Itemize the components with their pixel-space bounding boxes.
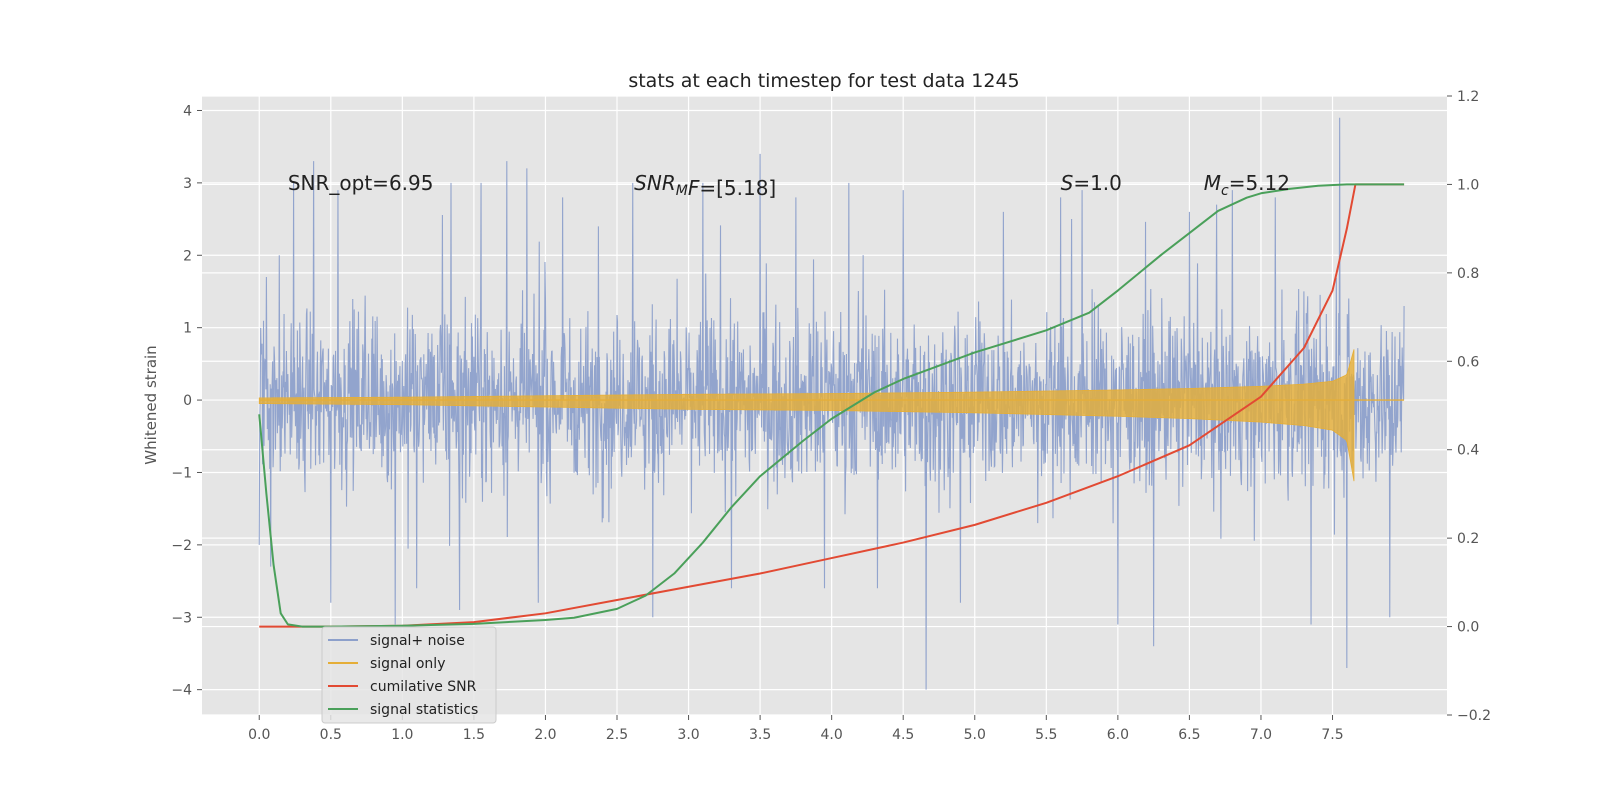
legend-label: cumilative SNR xyxy=(370,679,477,695)
legend-label: signal only xyxy=(370,656,445,672)
legend-box xyxy=(321,626,497,724)
legend-label: signal statistics xyxy=(370,702,478,718)
x-tick-label: 1.0 xyxy=(391,727,413,743)
x-tick-label: 0.5 xyxy=(320,727,342,743)
y2-tick-label: 0.2 xyxy=(1457,531,1479,547)
y-tick-label: 3 xyxy=(183,176,192,192)
x-tick-label: 7.5 xyxy=(1321,727,1343,743)
x-tick-label: 6.0 xyxy=(1107,727,1129,743)
signal-only-envelope xyxy=(258,349,1355,482)
x-tick-label: 2.0 xyxy=(534,727,556,743)
annotation-text: SNR_opt=6.95 xyxy=(288,171,434,195)
y-tick-label: −1 xyxy=(171,465,192,481)
y-tick-label: −2 xyxy=(171,538,192,554)
annotation-text: SNRMF=[5.18] xyxy=(634,171,776,200)
signal-noise-line xyxy=(258,117,1405,690)
series-signal-only xyxy=(258,349,1405,482)
x-tick-label: 7.0 xyxy=(1250,727,1272,743)
signal-statistics-line xyxy=(258,183,1405,628)
cumulative-snr-line xyxy=(259,183,1405,628)
chart-title: stats at each timestep for test data 124… xyxy=(628,70,1019,92)
y2-tick-label: 1.2 xyxy=(1457,89,1479,105)
x-tick-label: 5.0 xyxy=(964,727,986,743)
y-tick-label: 4 xyxy=(183,103,192,119)
legend: signal+ noise signal only cumilative SNR si… xyxy=(321,626,497,724)
x-tick-label: 4.0 xyxy=(821,727,843,743)
y2-tick-label: 0.0 xyxy=(1457,620,1479,636)
axes: 0.0 0.5 1.0 1.5 2.0 2.5 3.0 3.5 4.0 4.5 5.0 5.5 6.0 6… xyxy=(171,89,1491,743)
y2-tick-label: −0.2 xyxy=(1457,708,1491,724)
x-tick-label: 3.5 xyxy=(749,727,771,743)
y2-tick-label: 0.4 xyxy=(1457,443,1479,459)
annotation-text: Mc=5.12 xyxy=(1204,171,1290,199)
x-tick-label: 5.5 xyxy=(1035,727,1057,743)
legend-label: signal+ noise xyxy=(370,633,465,649)
x-tick-label: 1.5 xyxy=(463,727,485,743)
series-lines xyxy=(258,183,1405,628)
x-tick-label: 6.5 xyxy=(1178,727,1200,743)
y-tick-label: −4 xyxy=(171,683,192,699)
y-tick-label: 2 xyxy=(183,248,192,264)
y2-tick-label: 1.0 xyxy=(1457,177,1479,193)
y-tick-label: 1 xyxy=(183,321,192,337)
series-signal-noise xyxy=(258,117,1405,690)
y-axis-label: Whitened strain xyxy=(142,345,160,464)
y-tick-label: 0 xyxy=(183,393,192,409)
annotation-text: S=1.0 xyxy=(1061,171,1122,195)
x-tick-label: 4.5 xyxy=(892,727,914,743)
x-tick-label: 2.5 xyxy=(606,727,628,743)
annotations: SNR_opt=6.95 SNRMF=[5.18] S=1.0 Mc=5.12 xyxy=(288,171,1290,200)
y2-tick-label: 0.6 xyxy=(1457,354,1479,370)
y-tick-label: −3 xyxy=(171,610,192,626)
x-tick-label: 3.0 xyxy=(677,727,699,743)
x-tick-label: 0.0 xyxy=(248,727,270,743)
y2-tick-label: 0.8 xyxy=(1457,266,1479,282)
